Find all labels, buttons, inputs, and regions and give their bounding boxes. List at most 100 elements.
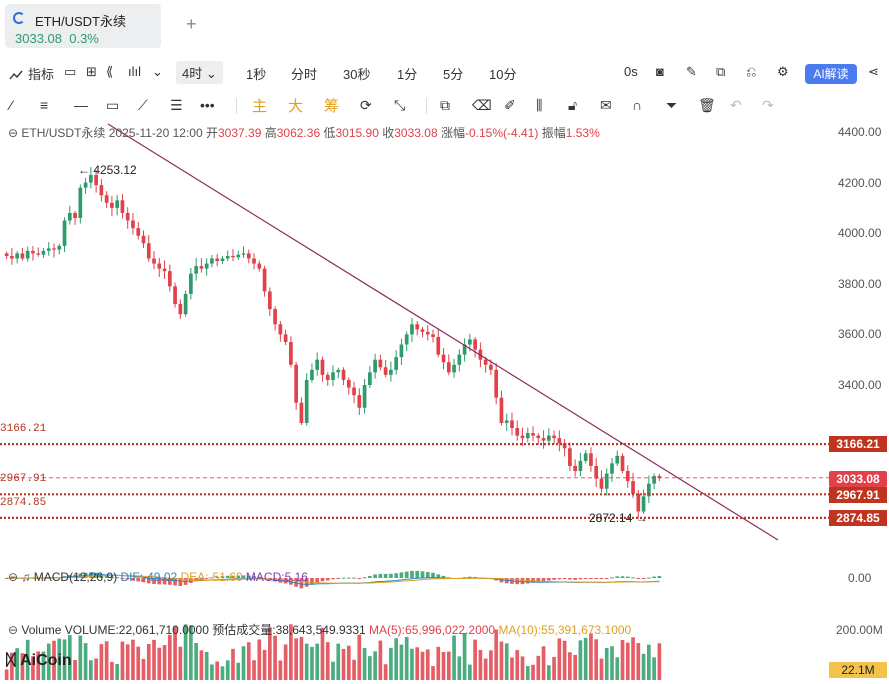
chart-type-dropdown-icon[interactable]: ⌄ xyxy=(152,64,163,79)
collapse-icon[interactable]: ⊖ xyxy=(8,126,19,140)
macd-collapse-icon[interactable]: ⊖ xyxy=(8,570,19,584)
macd-bar xyxy=(383,573,388,578)
macd-alert-icon[interactable]: ♫ xyxy=(21,570,31,584)
volume-bar xyxy=(578,640,583,680)
macd-bar xyxy=(625,576,630,578)
brush-icon[interactable]: ✐ xyxy=(504,97,516,113)
macd-bar xyxy=(462,577,467,579)
volume-bar xyxy=(604,647,609,680)
layout-icon[interactable]: ⊞ xyxy=(86,64,97,79)
volume-bar xyxy=(620,639,625,680)
volume-bar xyxy=(131,639,135,680)
dif-value: -49.02 xyxy=(143,570,178,584)
rectangle-tool-icon[interactable]: ▭ xyxy=(106,97,120,113)
macd-bar xyxy=(252,576,256,578)
pencil-icon[interactable]: ✎ xyxy=(686,64,697,79)
volume-bar xyxy=(420,651,425,680)
filter-icon[interactable]: ⏷ xyxy=(666,97,678,113)
volume-bar xyxy=(73,660,77,680)
note-icon[interactable]: ✉ xyxy=(600,97,612,113)
indicator-icon[interactable] xyxy=(8,64,24,83)
watermark-text: AiCoin xyxy=(20,652,72,669)
volume-bar xyxy=(99,644,104,680)
candle-body xyxy=(283,334,288,342)
candle-body xyxy=(46,248,51,251)
macd-bar xyxy=(410,570,414,578)
timeframe-minute-line[interactable]: 分时 xyxy=(291,67,318,82)
timeframe-10m[interactable]: 10分 xyxy=(489,67,517,82)
volume-bar xyxy=(457,656,462,680)
volume-collapse-icon[interactable]: ⊖ xyxy=(8,623,19,637)
copy-icon[interactable]: ⧉ xyxy=(440,97,450,113)
symbol-tab[interactable]: ETH/USDT永续 3033.08 0.3% xyxy=(5,4,161,48)
rewind-icon[interactable]: ⟪ xyxy=(106,64,114,79)
macd-bar xyxy=(583,578,588,579)
volume-bar xyxy=(4,669,9,680)
measure-icon[interactable]: ⤡ xyxy=(394,97,406,113)
macd-bar xyxy=(115,577,120,579)
timeframe-dropdown[interactable]: 4时 ⌄ xyxy=(176,61,223,84)
low-annotation: 2872.14 → xyxy=(589,511,648,525)
timeframe-5m[interactable]: 5分 xyxy=(443,67,464,82)
timeframe-1s[interactable]: 1秒 xyxy=(246,67,267,82)
timeframe-1m[interactable]: 1分 xyxy=(397,67,418,82)
eraser-icon[interactable]: ⌫ xyxy=(472,97,492,113)
camera-icon[interactable]: ◙ xyxy=(656,64,664,79)
candle-body xyxy=(252,258,256,264)
more-tools-icon[interactable]: ••• xyxy=(200,97,215,113)
lock-icon[interactable]: 🔓︎ xyxy=(568,97,578,113)
candle-body xyxy=(331,372,335,380)
tab-title: ETH/USDT永续 xyxy=(35,14,127,29)
share-icon[interactable]: ⋖ xyxy=(868,64,879,79)
volume-bar xyxy=(152,639,156,680)
candle-body xyxy=(104,195,109,203)
redo-icon[interactable]: ↷ xyxy=(762,97,774,113)
candle-body xyxy=(57,245,62,250)
undo-square-icon[interactable]: ⎌ xyxy=(746,64,757,79)
macd-bar xyxy=(578,578,583,580)
volume-bar xyxy=(304,643,309,680)
volume-bar xyxy=(336,643,341,680)
bar-chart-icon[interactable]: ılıl xyxy=(128,64,141,79)
horizontal-lines-tool-icon[interactable]: ≡ xyxy=(40,97,49,113)
ai-analysis-button[interactable]: AI解读 xyxy=(805,64,857,84)
candle-tool-icon[interactable]: ⫼ xyxy=(536,97,543,113)
indicators-button[interactable]: 指标 xyxy=(28,67,55,82)
big-order-button[interactable]: 大 xyxy=(288,98,304,115)
candle-body xyxy=(178,304,183,315)
timeframe-30s[interactable]: 30秒 xyxy=(343,67,371,82)
chip-distribution-button[interactable]: 筹 xyxy=(324,98,340,115)
volume-bar xyxy=(657,643,662,680)
sync-icon[interactable]: ⟳ xyxy=(360,97,372,113)
main-force-button[interactable]: 主 xyxy=(252,98,268,115)
trendline-tool-icon[interactable]: ⁄ xyxy=(10,97,13,113)
volume-top-tick: 200.00M xyxy=(836,623,883,637)
settings-icon[interactable]: ⚙ xyxy=(777,64,789,79)
volume-bar xyxy=(267,627,272,680)
candle-body xyxy=(404,334,409,345)
macd-bar xyxy=(141,578,146,583)
fib-tool-icon[interactable]: ☰ xyxy=(170,97,183,113)
candle-body xyxy=(341,369,346,380)
candle-body xyxy=(373,359,377,373)
undo-icon[interactable]: ↶ xyxy=(730,97,742,113)
add-tab-icon[interactable]: + xyxy=(186,14,197,34)
magnet-icon[interactable]: ∩ xyxy=(632,97,643,113)
macd-bar xyxy=(441,575,446,578)
macd-bar xyxy=(552,578,556,580)
horizontal-line-tool-icon[interactable]: — xyxy=(74,97,88,113)
trash-icon[interactable]: 🗑︎ xyxy=(698,97,716,113)
candle-body xyxy=(368,372,372,385)
macd-bar xyxy=(520,578,525,585)
macd-bar xyxy=(220,576,225,578)
ray-tool-icon[interactable]: ⟋ xyxy=(138,97,148,113)
volume-bar xyxy=(204,651,209,680)
tab-bar: ETH/USDT永续 3033.08 0.3% + xyxy=(0,0,889,56)
low-label: 低 xyxy=(323,126,336,140)
template-icon[interactable]: ▭ xyxy=(64,64,77,79)
edit-note-icon[interactable]: ⧉ xyxy=(716,64,726,79)
candle-body xyxy=(631,481,635,494)
macd-bar xyxy=(657,575,662,578)
macd-bar xyxy=(420,571,425,578)
